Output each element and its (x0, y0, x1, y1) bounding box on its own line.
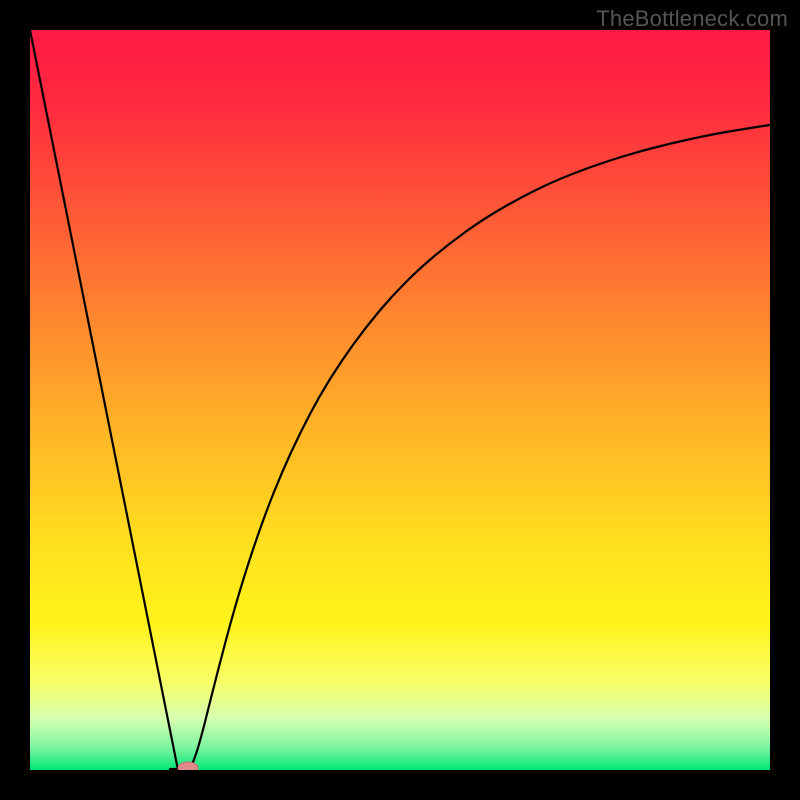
plot-area (30, 30, 770, 770)
plot-svg (30, 30, 770, 770)
chart-frame: TheBottleneck.com (0, 0, 800, 800)
trough-marker (178, 762, 198, 770)
gradient-background (30, 30, 770, 770)
watermark-text: TheBottleneck.com (596, 6, 788, 32)
